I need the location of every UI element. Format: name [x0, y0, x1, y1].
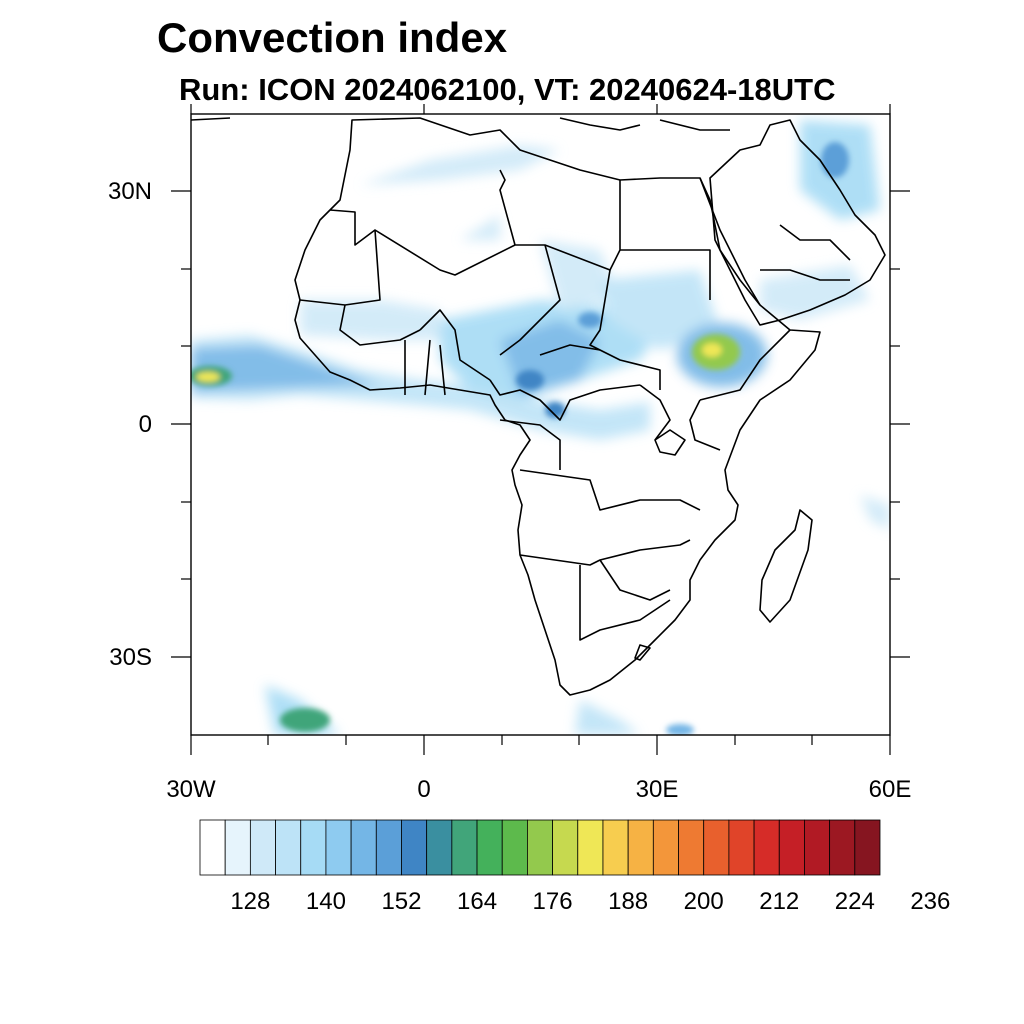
colorbar-box — [527, 819, 553, 876]
colorbar-box — [224, 819, 251, 876]
colorbar-label: 152 — [381, 888, 422, 915]
colorbar-box — [627, 819, 654, 876]
colorbar — [199, 819, 881, 876]
colorbar-box — [778, 819, 805, 876]
x-tick-label: 0 — [417, 776, 431, 803]
colorbar-box — [829, 819, 856, 876]
coastline-borders — [191, 117, 886, 696]
colorbar-box — [375, 819, 402, 876]
colorbar-box — [199, 819, 226, 876]
colorbar-box — [652, 819, 679, 876]
colorbar-label: 164 — [457, 888, 498, 915]
colorbar-box — [300, 819, 327, 876]
colorbar-box — [804, 819, 831, 876]
colorbar-label: 128 — [230, 888, 271, 915]
colorbar-box — [678, 819, 705, 876]
colorbar-box — [577, 819, 604, 876]
colorbar-label: 236 — [910, 888, 951, 915]
colorbar-box — [552, 819, 579, 876]
chart-title: Convection index — [157, 14, 508, 61]
colorbar-box — [501, 819, 528, 876]
colorbar-box — [476, 819, 503, 876]
colorbar-box — [753, 819, 780, 876]
colorbar-label: 212 — [759, 888, 800, 915]
colorbar-box — [275, 819, 302, 876]
colorbar-label: 188 — [608, 888, 649, 915]
colorbar-box — [451, 819, 478, 876]
x-tick-label: 60E — [868, 776, 912, 803]
chart-subtitle: Run: ICON 2024062100, VT: 20240624-18UTC — [179, 72, 836, 107]
colorbar-box — [249, 819, 276, 876]
x-tick-label: 30E — [635, 776, 679, 803]
y-tick-label: 0 — [138, 411, 152, 438]
axis-ticks — [171, 104, 910, 755]
x-tick-label: 30W — [166, 776, 216, 803]
colorbar-box — [703, 819, 730, 876]
colorbar-box — [401, 819, 428, 876]
colorbar-box — [728, 819, 755, 876]
colorbar-label: 200 — [683, 888, 724, 915]
colorbar-label: 176 — [532, 888, 573, 915]
y-tick-label: 30S — [109, 644, 152, 671]
colorbar-box — [350, 819, 377, 876]
y-tick-label: 30N — [107, 178, 152, 205]
colorbar-box — [854, 819, 881, 876]
colorbar-label: 140 — [305, 888, 346, 915]
colorbar-box — [325, 819, 352, 876]
colorbar-box — [426, 819, 453, 876]
colorbar-box — [602, 819, 629, 876]
colorbar-label: 224 — [834, 888, 875, 915]
convection-field — [191, 120, 890, 735]
